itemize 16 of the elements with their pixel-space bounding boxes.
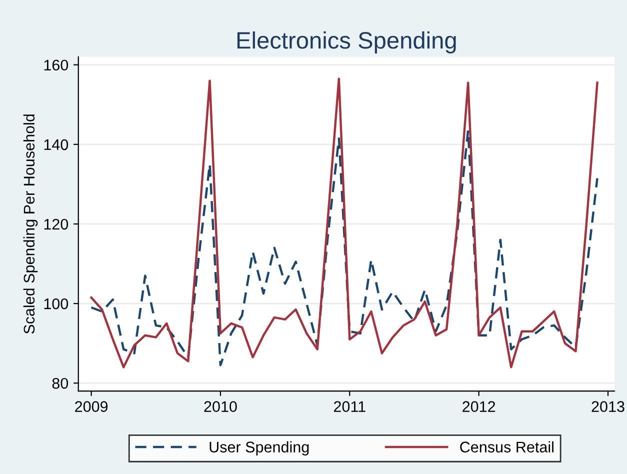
y-tick-label: 80 — [52, 378, 68, 389]
x-tick-label: 2010 — [204, 401, 237, 412]
y-tick-label: 160 — [44, 60, 68, 71]
x-tick-label: 2009 — [75, 401, 108, 412]
y-tick-label: 100 — [44, 298, 68, 310]
x-tick-label: 2013 — [592, 401, 624, 412]
y-tick-label: 140 — [44, 139, 68, 150]
y-axis-title: Scaled Spending Per Household — [23, 114, 38, 334]
y-tick-label: 120 — [44, 218, 68, 230]
line-series — [90, 129, 598, 366]
legend-label: Census Retail — [460, 441, 554, 452]
x-tick-label: 2012 — [462, 401, 496, 412]
line-series — [90, 78, 598, 368]
chart-title: Electronics Spending — [237, 31, 456, 54]
x-tick-label: 2011 — [334, 401, 366, 412]
legend-label: User Spending — [210, 441, 309, 456]
